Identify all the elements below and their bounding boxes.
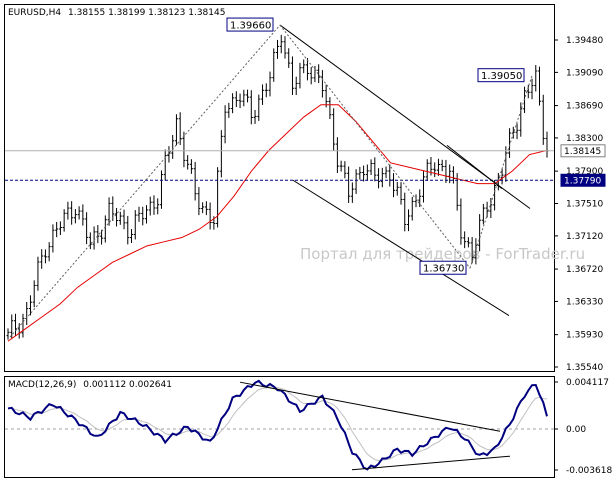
level-price-tag: 1.37790 xyxy=(560,173,606,187)
macd-trend-line-lower xyxy=(351,455,511,471)
level-price-tag-box xyxy=(560,173,606,187)
guide-line-rise xyxy=(9,24,281,338)
price-callout: 1.39660 xyxy=(226,17,274,32)
price-panel[interactable] xyxy=(4,4,555,372)
price-tick-label: 1.37900 xyxy=(566,167,603,177)
svg-text:EURUSD,H4 1.38155 1.38199: EURUSD,H4 1.38155 1.38199 1.38123 1.3814… xyxy=(8,8,225,18)
price-callout-label: 1.39660 xyxy=(230,21,271,32)
price-callout: 1.39050 xyxy=(477,68,525,83)
price-callout-box xyxy=(226,17,274,32)
guide-line-rebound xyxy=(469,75,533,269)
price-tick-label: 1.37510 xyxy=(566,200,603,210)
macd-tick-label: 0.004117 xyxy=(566,378,609,388)
price-tick-label: 1.37120 xyxy=(566,232,603,242)
price-callout-box xyxy=(419,260,467,275)
short-trend-line xyxy=(446,145,503,189)
price-series: 1.39660 1.39050 1.36730 xyxy=(5,17,554,342)
price-tick-label: 1.38690 xyxy=(566,102,603,112)
price-axis: 1.39480 1.39090 1.38690 1.38300 1.37900 1.375… xyxy=(554,36,612,476)
macd-tick-label: -0.003618 xyxy=(566,466,612,476)
svg-text:MACD(12,26,9) 0.001112 0.0: MACD(12,26,9) 0.001112 0.002641 xyxy=(8,380,172,390)
price-tick-label: 1.39090 xyxy=(566,68,603,78)
macd-main-line xyxy=(7,379,548,471)
current-price-tag-label: 1.38145 xyxy=(564,147,601,157)
price-callout-box xyxy=(477,68,525,83)
price-tick-label: 1.36720 xyxy=(566,265,603,275)
macd-tick-label: 0.00 xyxy=(566,425,586,435)
macd-values: 0.001112 0.002641 xyxy=(83,380,172,390)
price-callout: 1.36730 xyxy=(419,260,467,275)
moving-average-line xyxy=(7,104,548,342)
price-callout-label: 1.39050 xyxy=(481,71,522,82)
chart-ohlc: 1.38155 1.38199 1.38123 1.38145 xyxy=(68,8,225,18)
channel-lower-line xyxy=(292,179,510,316)
macd-signal-line xyxy=(7,386,548,462)
current-price-tag-outline xyxy=(560,144,606,158)
watermark: Портал для трейдеров - ForTrader.ru xyxy=(300,245,585,263)
price-tick-label: 1.38300 xyxy=(566,134,603,144)
macd-label: MACD(12,26,9) xyxy=(8,380,76,390)
guide-line-drop xyxy=(279,24,471,269)
price-tick-label: 1.36330 xyxy=(566,297,603,307)
price-tick-label: 1.35930 xyxy=(566,331,603,341)
price-tick-label: 1.39480 xyxy=(566,36,603,46)
price-tick-label: 1.35540 xyxy=(566,363,603,373)
price-callout-label: 1.36730 xyxy=(423,264,464,275)
macd-series xyxy=(5,379,554,471)
chart-symbol: EURUSD,H4 xyxy=(8,8,61,18)
macd-trend-line-upper xyxy=(239,381,501,432)
current-price-tag: 1.38145 xyxy=(560,144,606,158)
level-price-tag-label: 1.37790 xyxy=(564,176,601,186)
